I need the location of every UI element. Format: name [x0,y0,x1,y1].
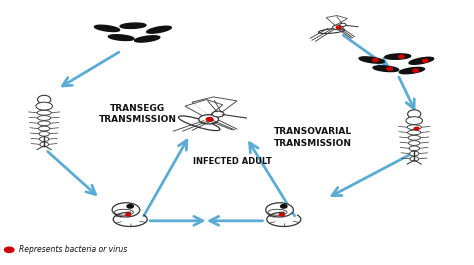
Circle shape [336,26,341,29]
Ellipse shape [408,135,420,140]
Ellipse shape [266,203,293,217]
Ellipse shape [37,110,51,115]
Ellipse shape [109,35,134,41]
Circle shape [414,127,419,130]
Ellipse shape [38,121,50,126]
Ellipse shape [40,142,48,147]
Ellipse shape [268,209,287,215]
Ellipse shape [38,126,50,131]
Circle shape [387,67,392,70]
Text: Represents bacteria or virus: Represents bacteria or virus [18,245,127,254]
Text: INFECTED ADULT: INFECTED ADULT [193,157,272,166]
Ellipse shape [408,110,421,118]
Ellipse shape [135,36,160,42]
Ellipse shape [281,205,287,208]
Ellipse shape [410,157,419,161]
Ellipse shape [409,146,419,151]
Ellipse shape [120,23,146,28]
Ellipse shape [340,23,346,27]
Ellipse shape [385,54,410,59]
Text: TRANSEGG
TRANSMISSION: TRANSEGG TRANSMISSION [99,104,177,125]
Ellipse shape [359,57,384,63]
Polygon shape [192,97,237,117]
Circle shape [4,247,14,253]
Ellipse shape [39,131,49,136]
Ellipse shape [409,141,420,145]
Circle shape [413,69,419,72]
Ellipse shape [114,209,133,215]
Circle shape [279,213,284,216]
Ellipse shape [409,57,434,64]
Ellipse shape [319,29,345,33]
Ellipse shape [37,116,51,120]
Ellipse shape [37,95,51,104]
Ellipse shape [373,66,399,72]
Ellipse shape [39,137,49,142]
Ellipse shape [199,115,219,124]
Circle shape [399,55,404,58]
Ellipse shape [112,203,140,217]
Circle shape [422,59,428,62]
Polygon shape [185,100,223,118]
Ellipse shape [178,116,220,131]
Ellipse shape [94,25,119,32]
Ellipse shape [407,125,421,130]
Ellipse shape [146,26,171,33]
Ellipse shape [406,117,422,125]
Ellipse shape [127,205,133,208]
Circle shape [206,117,213,121]
Text: TRANSOVARIAL
TRANSMISSION: TRANSOVARIAL TRANSMISSION [273,127,352,148]
Ellipse shape [408,130,421,135]
Ellipse shape [399,67,425,74]
Circle shape [373,58,378,61]
Polygon shape [326,16,347,25]
Ellipse shape [333,25,343,30]
Circle shape [126,213,130,216]
Ellipse shape [36,102,53,110]
Ellipse shape [410,151,419,156]
Ellipse shape [212,111,224,117]
